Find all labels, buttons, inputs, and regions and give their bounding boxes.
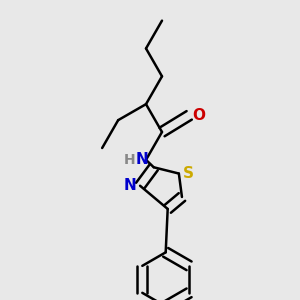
Text: N: N	[124, 178, 136, 193]
Text: S: S	[183, 166, 194, 181]
Text: H: H	[124, 153, 136, 167]
Text: N: N	[136, 152, 148, 167]
Text: O: O	[193, 108, 206, 123]
